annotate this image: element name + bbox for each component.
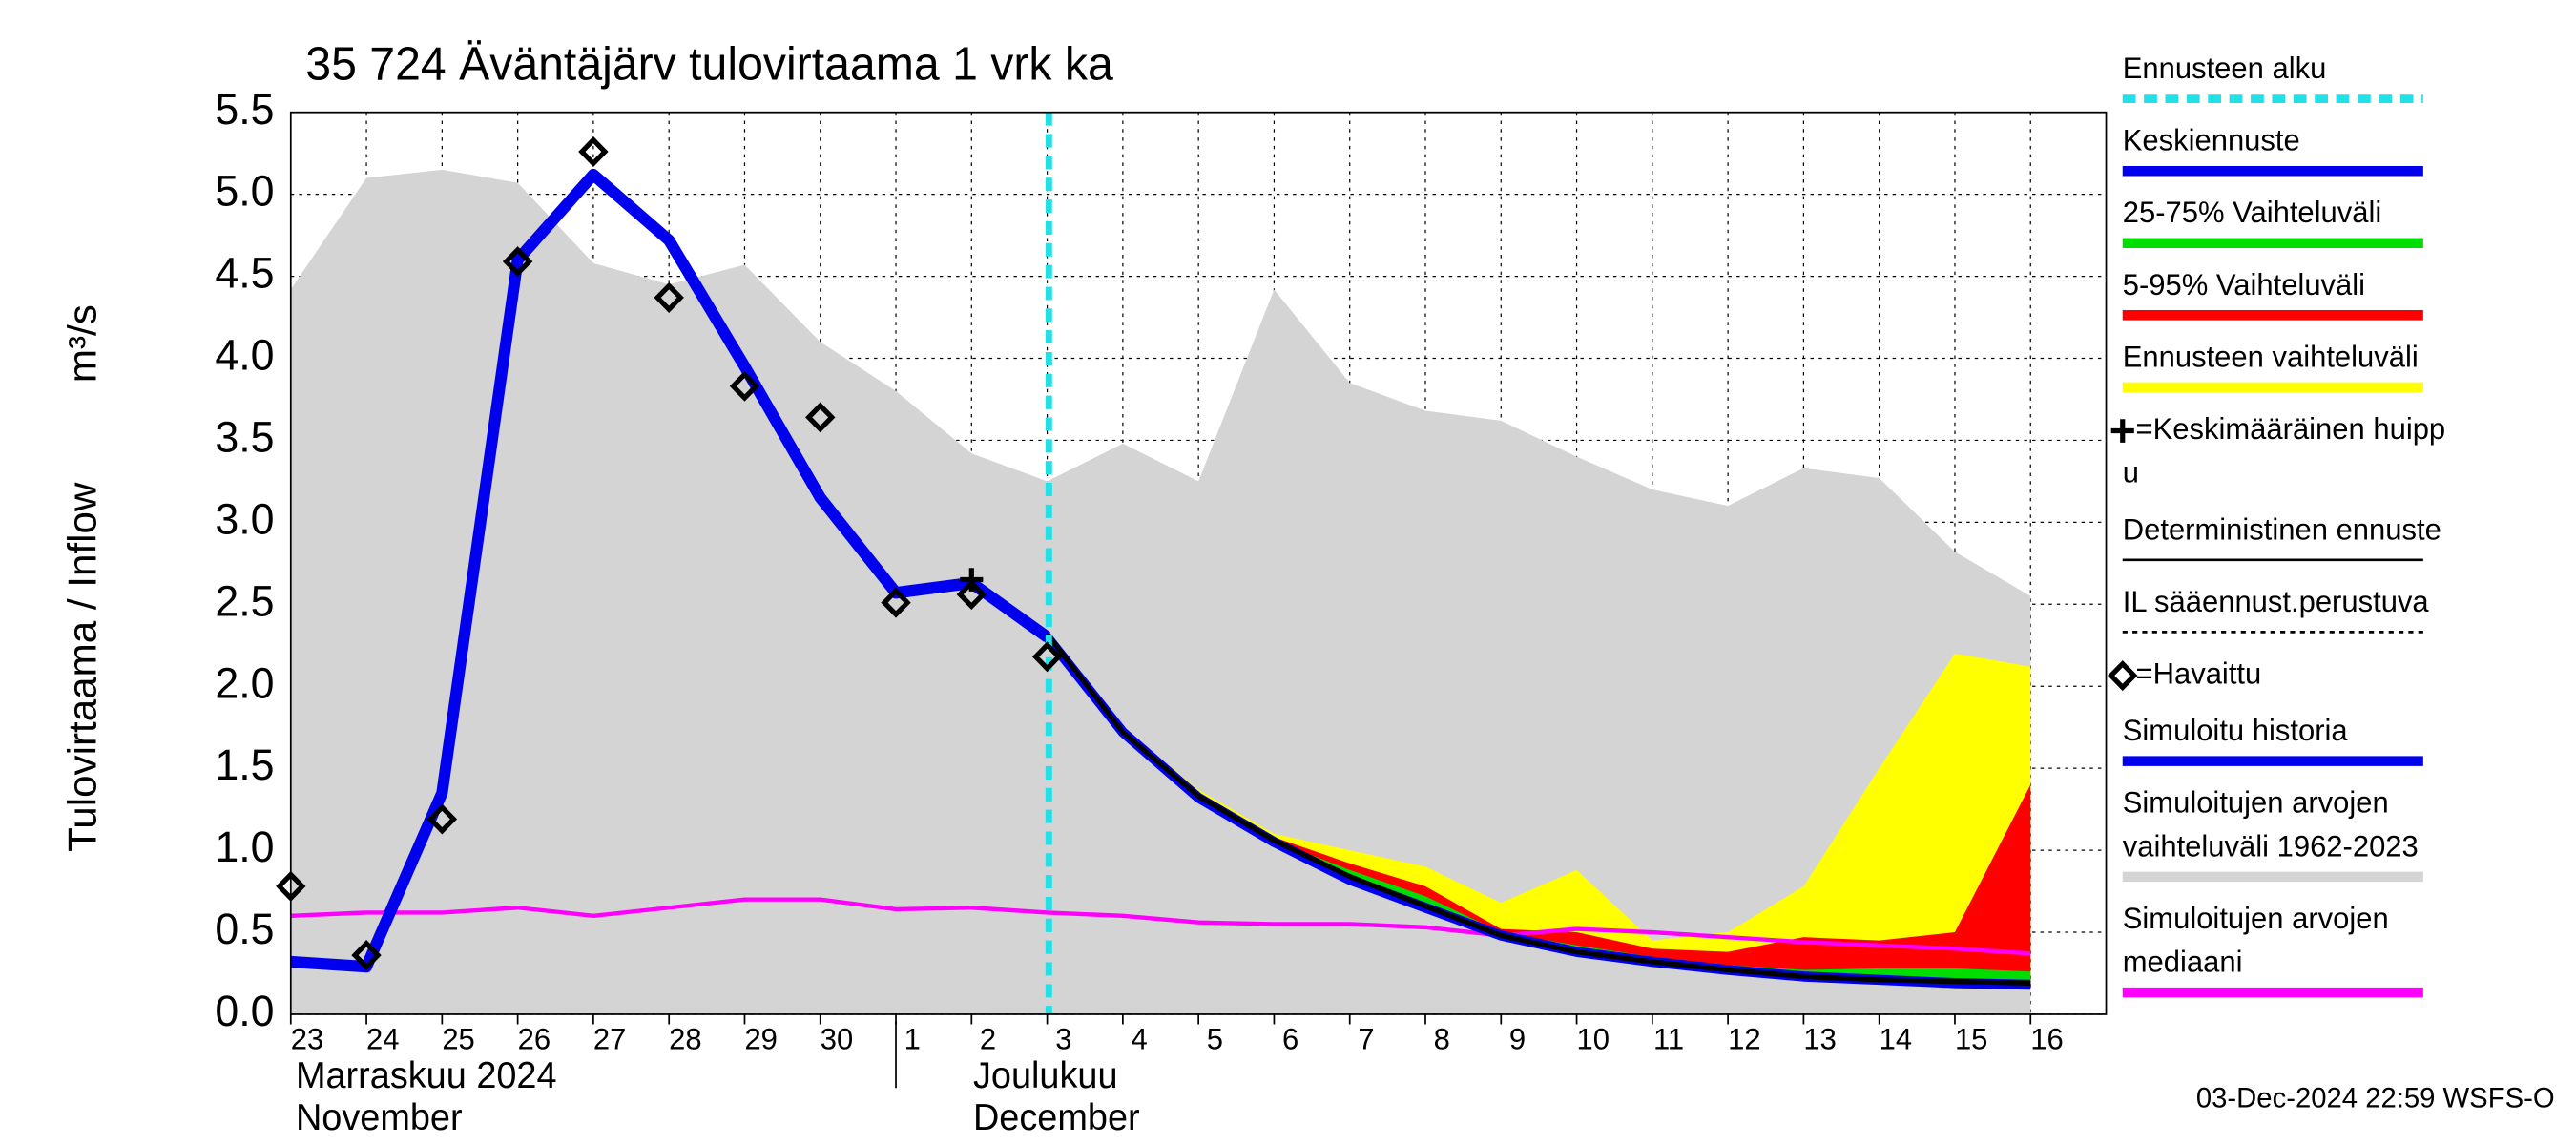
- legend-label: Deterministinen ennuste: [2123, 512, 2441, 546]
- y-tick-label: 2.5: [215, 576, 274, 626]
- x-tick-label: 13: [1803, 1022, 1836, 1055]
- y-axis-unit: m³/s: [60, 304, 105, 383]
- y-tick-label: 3.5: [215, 412, 274, 462]
- x-tick-label: 12: [1728, 1022, 1760, 1055]
- observed-marker: [654, 281, 684, 313]
- x-tick-label: 26: [518, 1022, 551, 1055]
- y-tick-label: 4.0: [215, 330, 274, 380]
- x-tick-label: 10: [1577, 1022, 1610, 1055]
- chart-title: 35 724 Äväntäjärv tulovirtaama 1 vrk ka: [305, 38, 1113, 91]
- x-tick-label: 29: [744, 1022, 777, 1055]
- x-tick-label: 1: [904, 1022, 921, 1055]
- legend-label: 25-75% Vaihteluväli: [2123, 196, 2382, 229]
- legend-label: vaihteluväli 1962-2023: [2123, 829, 2419, 863]
- plot-frame: [289, 111, 2108, 1015]
- x-tick-label: 3: [1055, 1022, 1071, 1055]
- observed-marker: [729, 370, 760, 402]
- legend-label: Ennusteen alku: [2123, 52, 2327, 85]
- x-tick-label: 28: [669, 1022, 701, 1055]
- x-tick-label: 8: [1434, 1022, 1450, 1055]
- series-line: [1045, 632, 2031, 986]
- observed-marker: [351, 940, 382, 971]
- observed-marker: [502, 246, 533, 278]
- legend-label: mediaani: [2123, 945, 2243, 978]
- series-line: [290, 897, 2031, 956]
- y-tick-label: 1.5: [215, 740, 274, 790]
- observed-marker: [956, 578, 987, 611]
- observed-marker: [881, 587, 911, 618]
- range-band: [1047, 636, 2031, 989]
- x-tick-label: 6: [1282, 1022, 1298, 1055]
- month-label: December: [973, 1097, 1140, 1138]
- y-tick-label: 1.0: [215, 822, 274, 872]
- range-band: [1047, 636, 2031, 989]
- range-band: [290, 169, 2031, 1014]
- x-tick-label: 27: [593, 1022, 626, 1055]
- x-tick-label: 15: [1955, 1022, 1987, 1055]
- x-tick-label: 11: [1653, 1022, 1684, 1055]
- month-label: Marraskuu 2024: [296, 1055, 557, 1096]
- observed-marker: [426, 803, 458, 835]
- legend-label: Simuloitujen arvojen: [2123, 902, 2389, 935]
- legend-symbol: [2108, 660, 2138, 692]
- observed-marker: [578, 135, 609, 167]
- series-line: [290, 168, 1051, 973]
- y-tick-label: 0.5: [215, 905, 274, 954]
- y-tick-label: 3.0: [215, 494, 274, 544]
- x-tick-label: 23: [291, 1022, 323, 1055]
- legend-label: Simuloitu historia: [2123, 714, 2348, 747]
- x-tick-label: 25: [442, 1022, 474, 1055]
- x-tick-label: 7: [1358, 1022, 1374, 1055]
- footer: 03-Dec-2024 22:59 WSFS-O: [2196, 1082, 2555, 1114]
- month-label: Joulukuu: [973, 1055, 1118, 1096]
- x-tick-label: 24: [366, 1022, 399, 1055]
- x-tick-label: 16: [2030, 1022, 2063, 1055]
- legend-label: =Keskimääräinen huipp: [2136, 412, 2446, 446]
- y-tick-label: 0.0: [215, 987, 274, 1036]
- legend-label: Ennusteen vaihteluväli: [2123, 340, 2419, 373]
- y-axis-label: Tulovirtaama / Inflow: [60, 482, 105, 852]
- x-tick-label: 2: [980, 1022, 996, 1055]
- y-tick-label: 4.5: [215, 248, 274, 298]
- x-tick-label: 30: [821, 1022, 853, 1055]
- x-tick-label: 9: [1509, 1022, 1526, 1055]
- observed-marker: [805, 402, 836, 433]
- y-tick-label: 2.0: [215, 658, 274, 708]
- month-label: November: [296, 1097, 463, 1138]
- x-tick-label: 14: [1880, 1022, 1912, 1055]
- x-tick-label: 5: [1207, 1022, 1223, 1055]
- legend-label: Simuloitujen arvojen: [2123, 785, 2389, 819]
- x-tick-label: 4: [1131, 1022, 1147, 1055]
- y-tick-label: 5.0: [215, 166, 274, 216]
- legend-label: IL sääennust.perustuva: [2123, 585, 2430, 618]
- y-tick-label: 5.5: [215, 84, 274, 134]
- legend-label: =Havaittu: [2136, 656, 2262, 690]
- legend-symbol: [2110, 419, 2134, 443]
- legend-label: 5-95% Vaihteluväli: [2123, 268, 2365, 302]
- legend-label: u: [2123, 455, 2139, 489]
- legend-label: Keskiennuste: [2123, 123, 2300, 156]
- peak-marker: [960, 568, 984, 592]
- observed-marker: [1031, 641, 1063, 673]
